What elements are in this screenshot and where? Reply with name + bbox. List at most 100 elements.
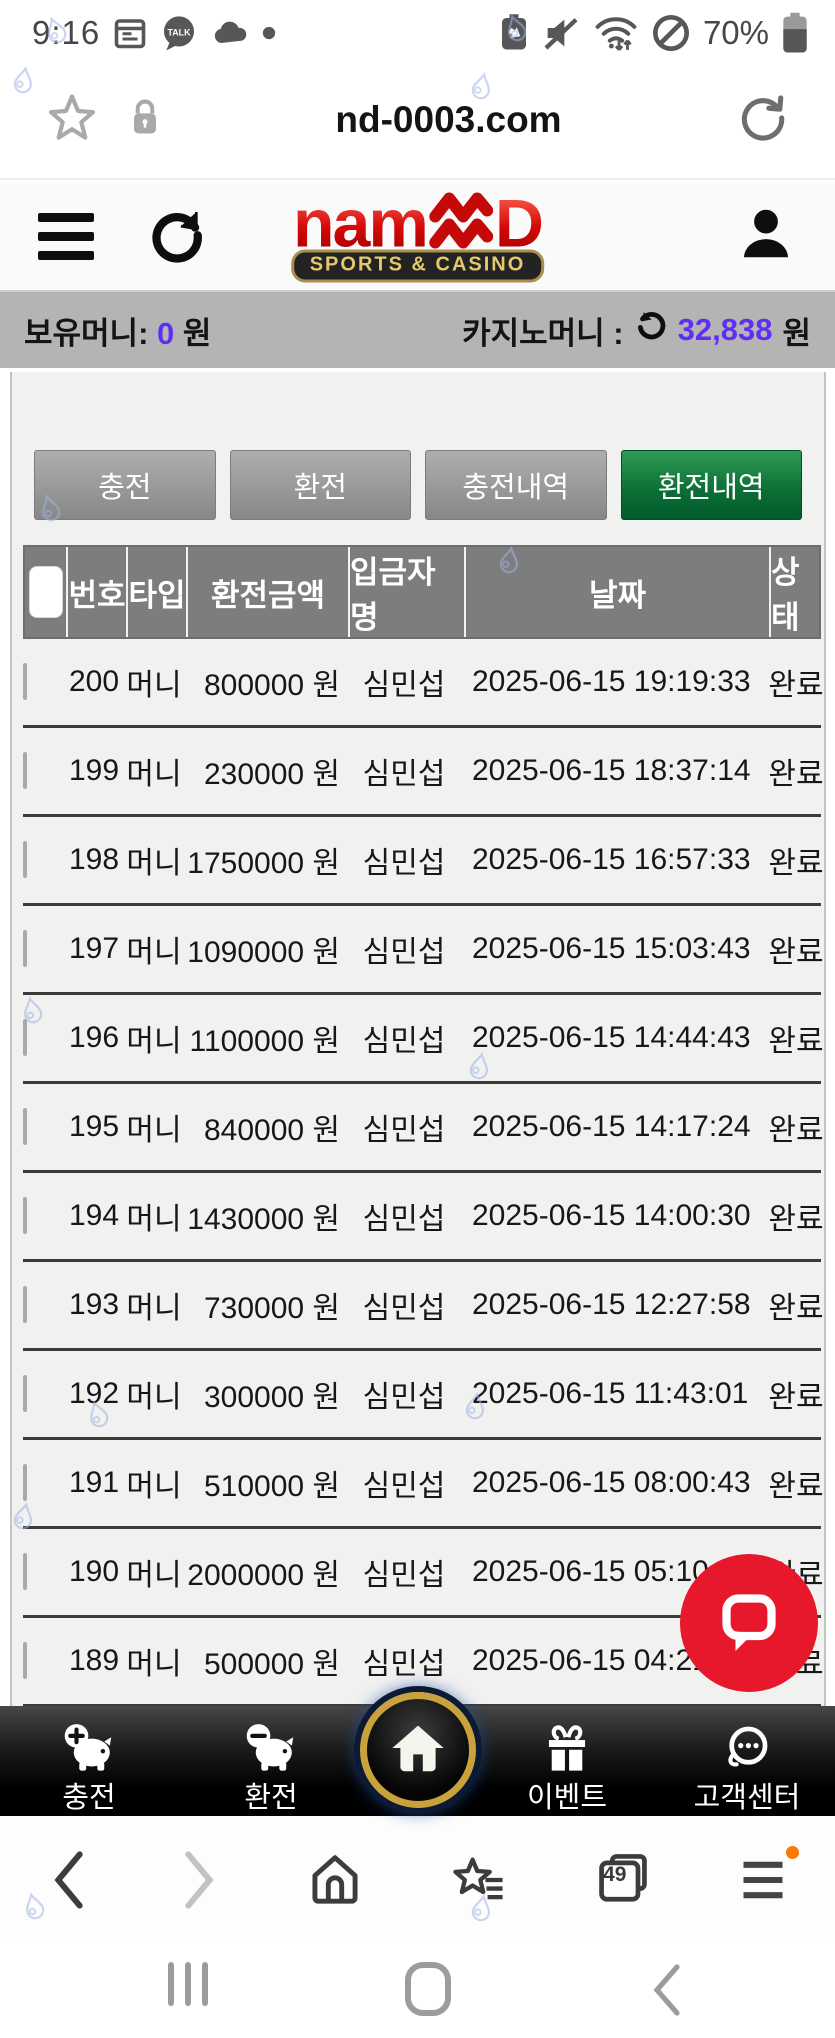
browser-tabs-icon[interactable]: 49 xyxy=(593,1850,653,1910)
nav-label: 이벤트 xyxy=(526,1782,608,1814)
logo-badge: SPORTS & CASINO xyxy=(290,249,545,283)
menu-hamburger-icon[interactable] xyxy=(38,212,94,260)
browser-home-icon[interactable] xyxy=(306,1851,364,1909)
cell-type: 머니 xyxy=(126,1381,182,1414)
row-checkbox[interactable] xyxy=(23,841,27,878)
cell-date: 2025-06-15 11:43:01 xyxy=(472,1377,749,1410)
cell-date: 2025-06-15 14:44:43 xyxy=(472,1021,751,1054)
page-content: 충전 환전 충전내역 환전내역 번호 타입 환전금액 입금자명 날짜 상태 20… xyxy=(10,372,826,1708)
url-text[interactable]: nd-0003.com xyxy=(335,99,562,140)
browser-back-icon[interactable] xyxy=(46,1848,92,1912)
cell-no: 190 xyxy=(68,1555,120,1588)
menu-update-badge xyxy=(785,1846,799,1859)
select-all-checkbox[interactable] xyxy=(28,566,63,618)
row-checkbox[interactable] xyxy=(23,1019,27,1056)
row-checkbox[interactable] xyxy=(23,1286,27,1323)
cell-amount: 730000 원 xyxy=(203,1292,340,1325)
cell-no: 198 xyxy=(68,843,120,876)
nav-label: 고객센터 xyxy=(693,1782,801,1814)
calendar-icon xyxy=(112,15,148,51)
site-reload-icon[interactable] xyxy=(146,203,208,270)
cell-depositor: 심민섭 xyxy=(362,1381,446,1414)
table-header: 번호 타입 환전금액 입금자명 날짜 상태 xyxy=(23,545,821,639)
cell-date: 2025-06-15 16:57:33 xyxy=(472,843,751,876)
blocked-icon xyxy=(651,13,691,53)
row-checkbox[interactable] xyxy=(23,1553,27,1590)
cell-amount: 800000 원 xyxy=(203,669,340,702)
account-person-icon[interactable] xyxy=(735,203,797,270)
logo-text-left: nam xyxy=(293,185,429,262)
row-checkbox[interactable] xyxy=(23,1642,27,1679)
casino-money-unit: 원 xyxy=(782,315,811,351)
cell-date: 2025-06-15 12:27:58 xyxy=(472,1288,751,1321)
gift-icon xyxy=(540,1716,594,1772)
money-refresh-icon[interactable] xyxy=(634,309,668,351)
table-row: 195 머니 840000 원 심민섭 2025-06-15 14:17:24 … xyxy=(23,1084,824,1173)
cell-type: 머니 xyxy=(126,1203,182,1236)
nav-label: 충전 xyxy=(62,1782,116,1814)
cell-date: 2025-06-15 14:00:30 xyxy=(472,1199,751,1232)
cell-type: 머니 xyxy=(126,1025,182,1058)
logo-zigzag-icon xyxy=(428,192,493,255)
cell-depositor: 심민섭 xyxy=(362,1025,446,1058)
home-icon xyxy=(386,1716,450,1785)
header-no: 번호 xyxy=(66,547,126,637)
row-checkbox[interactable] xyxy=(23,1108,27,1145)
cell-no: 200 xyxy=(68,665,120,698)
clock: 9:16 xyxy=(32,14,101,51)
cell-status: 완료 xyxy=(768,669,824,702)
withdraw-button[interactable]: 환전 xyxy=(229,450,411,520)
browser-forward-icon[interactable] xyxy=(176,1848,222,1912)
system-home-icon[interactable] xyxy=(405,1962,451,2016)
table-row: 200 머니 800000 원 심민섭 2025-06-15 19:19:33 … xyxy=(23,639,824,728)
cell-type: 머니 xyxy=(126,936,182,969)
held-money-value: 0 xyxy=(157,315,175,351)
lock-icon[interactable] xyxy=(128,97,162,144)
row-checkbox[interactable] xyxy=(23,1375,27,1412)
cell-depositor: 심민섭 xyxy=(362,1648,446,1681)
cell-amount: 510000 원 xyxy=(203,1470,340,1503)
cell-date: 2025-06-15 18:37:14 xyxy=(472,754,751,787)
nav-home-button[interactable] xyxy=(360,1692,476,1808)
row-checkbox[interactable] xyxy=(23,1464,27,1501)
nav-item-deposit[interactable]: 충전 xyxy=(14,1716,164,1816)
cell-date: 2025-06-15 15:03:43 xyxy=(472,932,751,965)
mute-icon xyxy=(541,13,581,53)
cell-type: 머니 xyxy=(126,1292,182,1325)
deposit-button[interactable]: 충전 xyxy=(34,450,216,520)
held-money: 보유머니: 0 원 xyxy=(24,308,211,353)
cell-status: 완료 xyxy=(768,1114,824,1147)
page-refresh-icon[interactable] xyxy=(735,90,791,151)
row-checkbox[interactable] xyxy=(23,752,27,789)
status-bar: 9:16 TALK 70% xyxy=(0,0,835,62)
row-checkbox[interactable] xyxy=(23,1197,27,1234)
system-recents-icon[interactable] xyxy=(168,1962,208,2006)
cell-type: 머니 xyxy=(126,758,182,791)
header-depositor: 입금자명 xyxy=(348,547,464,637)
table-row: 199 머니 230000 원 심민섭 2025-06-15 18:37:14 … xyxy=(23,728,824,817)
table-row: 196 머니 1100000 원 심민섭 2025-06-15 14:44:43… xyxy=(23,995,824,1084)
withdraw-history-button[interactable]: 환전내역 xyxy=(620,450,802,520)
action-button-row: 충전 환전 충전내역 환전내역 xyxy=(34,450,802,520)
cell-no: 191 xyxy=(68,1466,120,1499)
system-back-icon[interactable] xyxy=(648,1962,686,2023)
cell-amount: 300000 원 xyxy=(203,1381,340,1414)
chat-bubble-icon xyxy=(713,1585,785,1662)
row-checkbox[interactable] xyxy=(23,930,27,967)
browser-bookmarks-icon[interactable] xyxy=(449,1850,509,1910)
row-checkbox[interactable] xyxy=(23,663,27,700)
nav-item-support[interactable]: 고객센터 xyxy=(672,1716,822,1816)
bookmark-star-icon[interactable] xyxy=(44,90,100,151)
cell-status: 완료 xyxy=(768,1470,824,1503)
cell-depositor: 심민섭 xyxy=(362,1203,446,1236)
chat-fab-button[interactable] xyxy=(680,1554,818,1692)
table-row: 198 머니 1750000 원 심민섭 2025-06-15 16:57:33… xyxy=(23,817,824,906)
cell-type: 머니 xyxy=(126,1648,182,1681)
nav-item-withdraw[interactable]: 환전 xyxy=(196,1716,346,1816)
cell-date: 2025-06-15 08:00:43 xyxy=(472,1466,751,1499)
nav-item-events[interactable]: 이벤트 xyxy=(492,1716,642,1816)
browser-menu-icon[interactable] xyxy=(737,1846,799,1906)
deposit-history-button[interactable]: 충전내역 xyxy=(425,450,607,520)
site-logo[interactable]: nam D SPORTS & CASINO xyxy=(290,185,545,283)
bottom-nav: 충전 환전 이벤트 고객센터 xyxy=(0,1692,835,1816)
